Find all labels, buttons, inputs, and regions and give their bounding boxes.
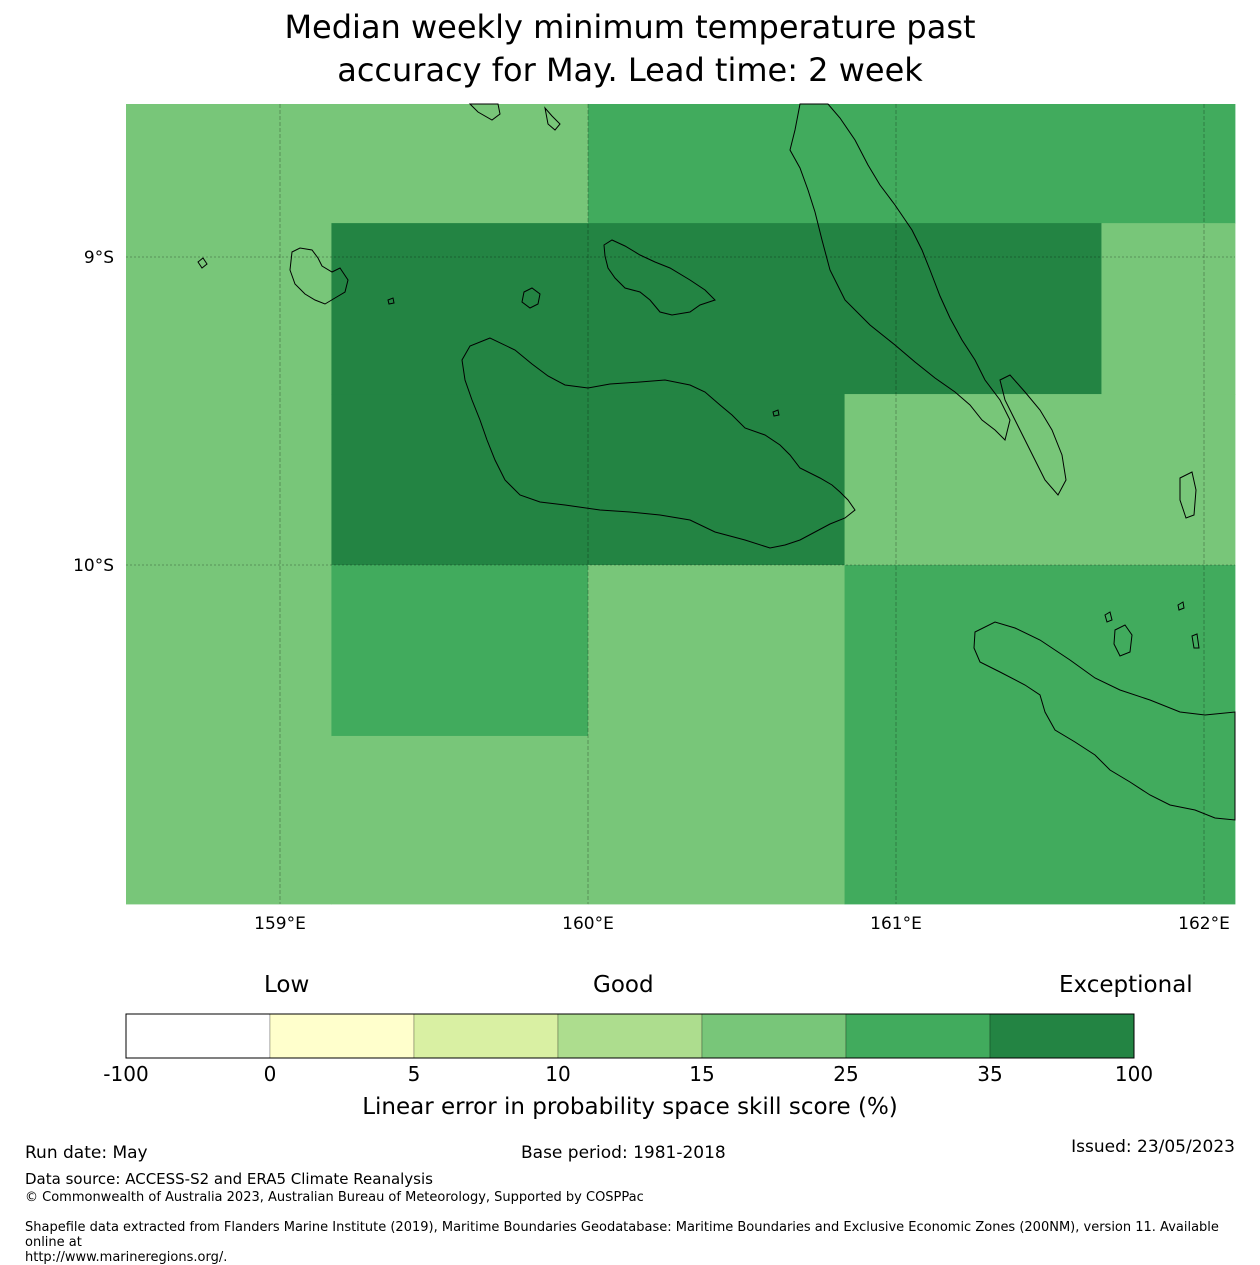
cb-tick-label: 25 xyxy=(833,1062,858,1086)
lon-label-160e: 160°E xyxy=(562,914,614,934)
cb-tick-label: 15 xyxy=(689,1062,714,1086)
colorbar-segment xyxy=(413,1013,559,1059)
cb-tick-label: 0 xyxy=(264,1062,277,1086)
title-line-1: Median weekly minimum temperature past xyxy=(284,8,976,46)
colorbar-segment xyxy=(557,1013,703,1059)
coastline-small-island-3 xyxy=(1177,601,1185,611)
colorbar-label: Linear error in probability space skill … xyxy=(362,1094,898,1120)
colorbar-heading-good: Good xyxy=(593,972,654,998)
colorbar-outline xyxy=(125,1013,1135,1059)
lat-label-9s: 9°S xyxy=(84,248,114,268)
map-title: Median weekly minimum temperature past a… xyxy=(0,6,1260,92)
copyright: © Commonwealth of Australia 2023, Austra… xyxy=(25,1190,644,1205)
cb-tick-label: 35 xyxy=(977,1062,1002,1086)
skill-cell xyxy=(331,565,589,737)
cb-tick-label: -100 xyxy=(103,1062,148,1086)
colorbar xyxy=(125,1013,1135,1059)
coastline-new-georgia-tip xyxy=(468,103,501,121)
shapefile-credit-line-1: Shapefile data extracted from Flanders M… xyxy=(25,1220,1219,1250)
skill-cell xyxy=(331,735,589,905)
colorbar-segment xyxy=(845,1013,991,1059)
skill-cell xyxy=(331,394,846,566)
coastline-ugi xyxy=(1113,624,1133,657)
issued-date: Issued: 23/05/2023 xyxy=(1071,1137,1235,1157)
coastline-malaita xyxy=(999,374,1067,496)
coastline-florida-islands xyxy=(603,239,716,316)
skill-cell xyxy=(588,565,846,905)
lon-label-159e: 159°E xyxy=(254,914,306,934)
skill-cell xyxy=(331,104,589,224)
coastline-small-island-6 xyxy=(387,297,395,305)
colorbar-ticks: -100 0 5 10 15 25 35 100 xyxy=(103,1062,1153,1086)
colorbar-heading-exceptional: Exceptional xyxy=(1059,972,1193,998)
colorbar-heading-low: Low xyxy=(264,972,310,998)
coastline-small-island-4 xyxy=(1191,633,1200,649)
title-line-2: accuracy for May. Lead time: 2 week xyxy=(337,51,923,89)
skill-cell xyxy=(844,565,1236,905)
run-date: Run date: May xyxy=(25,1143,148,1163)
coastline-small-island-2 xyxy=(1104,611,1113,623)
coastline-small-island-5 xyxy=(772,409,780,417)
shapefile-credit-line-2: http://www.marineregions.org/. xyxy=(25,1250,228,1265)
data-source: Data source: ACCESS-S2 and ERA5 Climate … xyxy=(25,1170,433,1188)
coastline-savo xyxy=(521,287,541,309)
cb-tick-label: 5 xyxy=(408,1062,421,1086)
coastline-santa-isabel xyxy=(789,103,1011,441)
coastline-small-island-1 xyxy=(197,257,208,269)
skill-cell xyxy=(1101,223,1236,395)
colorbar-segment xyxy=(269,1013,415,1059)
skill-grid-cells xyxy=(126,104,1236,905)
shapefile-credit: Shapefile data extracted from Flanders M… xyxy=(25,1220,1240,1265)
base-period: Base period: 1981-2018 xyxy=(521,1143,726,1163)
map-axis-labels: 159°E 160°E 161°E 162°E 9°S 10°S xyxy=(73,248,1230,934)
coastlines xyxy=(197,103,1236,821)
cb-tick-label: 10 xyxy=(545,1062,570,1086)
skill-cell xyxy=(588,104,1236,224)
colorbar-segment xyxy=(989,1013,1135,1059)
coastline-new-georgia-tip-2 xyxy=(544,106,561,131)
skill-cell xyxy=(126,104,333,905)
cb-tick-label: 100 xyxy=(1115,1062,1153,1086)
coastline-sikaiana xyxy=(1179,471,1197,519)
lon-label-161e: 161°E xyxy=(870,914,922,934)
coastline-russell-islands xyxy=(289,247,349,305)
lat-label-10s: 10°S xyxy=(73,556,114,576)
coastline-guadalcanal xyxy=(461,337,856,549)
coastline-makira xyxy=(973,621,1236,821)
colorbar-segment xyxy=(125,1013,271,1059)
lon-label-162e: 162°E xyxy=(1178,914,1230,934)
skill-cell xyxy=(844,394,1236,566)
colorbar-segment xyxy=(701,1013,847,1059)
graticule xyxy=(126,104,1235,904)
skill-cell xyxy=(331,223,1103,395)
